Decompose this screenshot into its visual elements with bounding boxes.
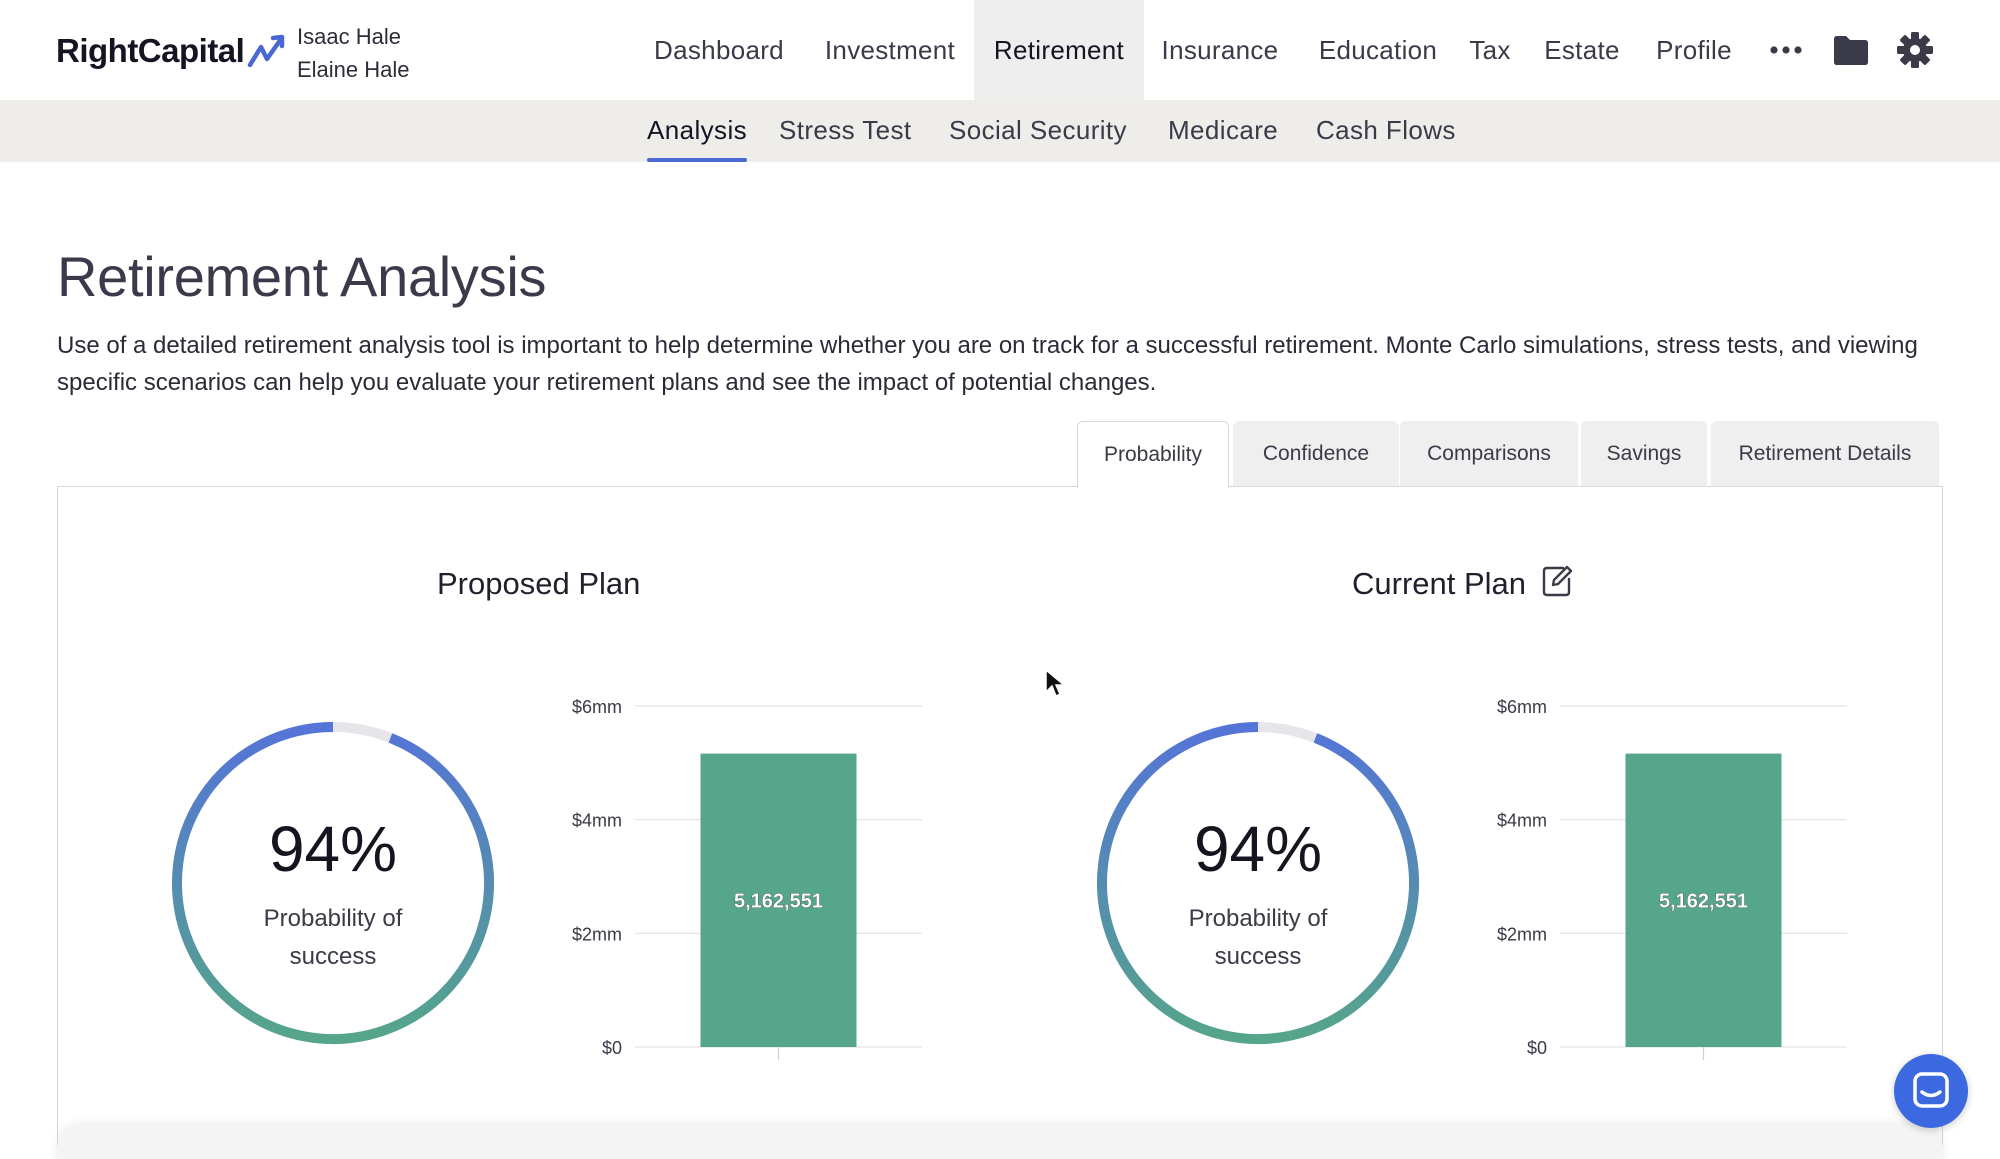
subnav-analysis[interactable]: Analysis <box>647 100 748 162</box>
nav-investment[interactable]: Investment <box>824 35 956 65</box>
subnav-medicare[interactable]: Medicare <box>1168 115 1279 145</box>
gauge-progress-arc <box>1097 722 1419 1044</box>
next-section-card <box>57 1125 1943 1159</box>
tab-retirement-details[interactable]: Retirement Details <box>1711 421 1939 487</box>
current-plan-title: Current Plan <box>1352 566 1527 601</box>
nav-tax[interactable]: Tax <box>1469 35 1511 65</box>
current-probability-value: 94% <box>1193 813 1323 885</box>
nav-education[interactable]: Education <box>1318 35 1438 65</box>
nav-insurance[interactable]: Insurance <box>1161 35 1279 65</box>
proposed-probability-gauge <box>172 722 494 1044</box>
subnav-cash-flows[interactable]: Cash Flows <box>1316 115 1456 145</box>
gauge-progress-arc <box>172 722 494 1044</box>
subnav-stress-test[interactable]: Stress Test <box>779 115 912 145</box>
more-icon[interactable] <box>1766 30 1806 70</box>
nav-estate[interactable]: Estate <box>1544 35 1620 65</box>
savings-bar <box>1625 753 1782 1047</box>
client-name-spouse: Elaine Hale <box>297 57 410 82</box>
rightcapital-logo[interactable]: RightCapital <box>56 30 289 72</box>
current-probability-label: Probability of success <box>1188 905 1328 970</box>
y-tick-label: $4mm <box>1497 811 1547 831</box>
tab-probability[interactable]: Probability <box>1077 421 1229 488</box>
brand-name: RightCapital <box>56 32 245 69</box>
nav-dashboard[interactable]: Dashboard <box>654 35 784 65</box>
tab-confidence[interactable]: Confidence <box>1233 421 1399 487</box>
proposed-savings-chart: $0 $2mm $4mm $6mm 5,162,551 <box>572 697 922 1060</box>
y-tick-label: $6mm <box>572 697 622 717</box>
y-tick-label: $2mm <box>572 924 622 944</box>
proposed-probability-label: Probability of success <box>263 905 403 970</box>
bar-data-label: 5,162,551 <box>734 890 823 912</box>
y-tick-label: $6mm <box>1497 697 1547 717</box>
nav-profile[interactable]: Profile <box>1656 35 1732 65</box>
mouse-cursor <box>1045 668 1066 698</box>
top-header: RightCapital Isaac Hale Elaine Hale Dash… <box>0 0 2000 100</box>
active-tab-indicator <box>647 158 748 162</box>
y-tick-label: $4mm <box>572 811 622 831</box>
nav-retirement[interactable]: Retirement <box>974 0 1144 100</box>
page-title: Retirement Analysis <box>57 245 547 308</box>
folder-icon[interactable] <box>1831 30 1871 70</box>
client-names[interactable]: Isaac Hale Elaine Hale <box>297 20 410 86</box>
proposed-probability-value: 94% <box>268 813 398 885</box>
proposed-plan-title: Proposed Plan <box>437 566 641 601</box>
page-description: Use of a detailed retirement analysis to… <box>57 332 1918 396</box>
edit-icon[interactable] <box>1541 563 1573 597</box>
tab-comparisons[interactable]: Comparisons <box>1400 421 1578 487</box>
savings-bar <box>700 753 857 1047</box>
chat-icon <box>1913 1072 1949 1108</box>
current-probability-gauge <box>1097 722 1419 1044</box>
subnav-analysis-label: Analysis <box>647 115 748 145</box>
y-tick-label: $0 <box>1527 1038 1547 1058</box>
logo-arrow-icon <box>248 34 285 68</box>
tab-savings[interactable]: Savings <box>1581 421 1707 487</box>
current-savings-chart: $0 $2mm $4mm $6mm 5,162,551 <box>1497 697 1847 1060</box>
bar-data-label: 5,162,551 <box>1659 890 1748 912</box>
y-tick-label: $2mm <box>1497 924 1547 944</box>
gear-icon[interactable] <box>1895 30 1935 70</box>
y-tick-label: $0 <box>602 1038 622 1058</box>
subnav-social-security[interactable]: Social Security <box>949 115 1127 145</box>
chat-launcher-button[interactable] <box>1894 1054 1968 1128</box>
retirement-subnav: Analysis Stress Test Social Security Med… <box>0 100 2000 162</box>
client-name-primary: Isaac Hale <box>297 24 401 49</box>
